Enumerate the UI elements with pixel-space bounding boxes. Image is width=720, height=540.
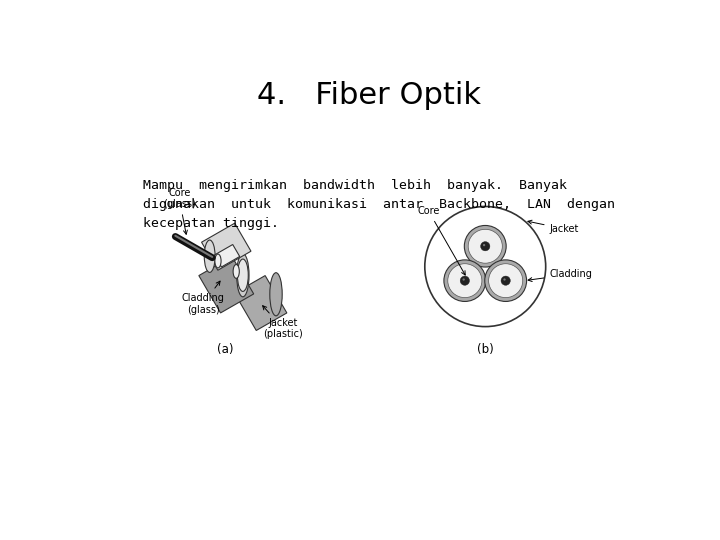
Ellipse shape (233, 265, 239, 278)
Circle shape (481, 241, 490, 251)
Text: 4.   Fiber Optik: 4. Fiber Optik (257, 81, 481, 110)
Text: Jacket
(plastic): Jacket (plastic) (263, 306, 303, 340)
Circle shape (503, 278, 505, 281)
Text: (a): (a) (217, 343, 234, 356)
Circle shape (501, 276, 510, 285)
Circle shape (462, 278, 465, 281)
Circle shape (468, 230, 503, 263)
Circle shape (483, 244, 485, 246)
Polygon shape (215, 245, 240, 267)
Ellipse shape (270, 273, 282, 316)
Ellipse shape (204, 240, 215, 272)
Circle shape (489, 264, 523, 298)
Circle shape (448, 264, 482, 298)
Text: Mampu  mengirimkan  bandwidth  lebih  banyak.  Banyak
digunakan  untuk  komunika: Mampu mengirimkan bandwidth lebih banyak… (143, 179, 615, 230)
Ellipse shape (237, 254, 249, 297)
Circle shape (425, 206, 546, 327)
Circle shape (464, 226, 506, 267)
Polygon shape (235, 275, 287, 330)
Text: Core: Core (418, 206, 465, 275)
Circle shape (460, 276, 469, 285)
Circle shape (444, 260, 486, 301)
Ellipse shape (215, 254, 221, 268)
Text: Cladding
(glass): Cladding (glass) (181, 281, 225, 315)
Text: (b): (b) (477, 343, 494, 356)
Text: Core
(glass): Core (glass) (163, 187, 196, 234)
Ellipse shape (238, 259, 248, 292)
Polygon shape (199, 256, 253, 313)
Text: Jacket: Jacket (528, 220, 579, 234)
Circle shape (485, 260, 526, 301)
Polygon shape (202, 223, 251, 270)
Text: Cladding: Cladding (528, 269, 593, 281)
